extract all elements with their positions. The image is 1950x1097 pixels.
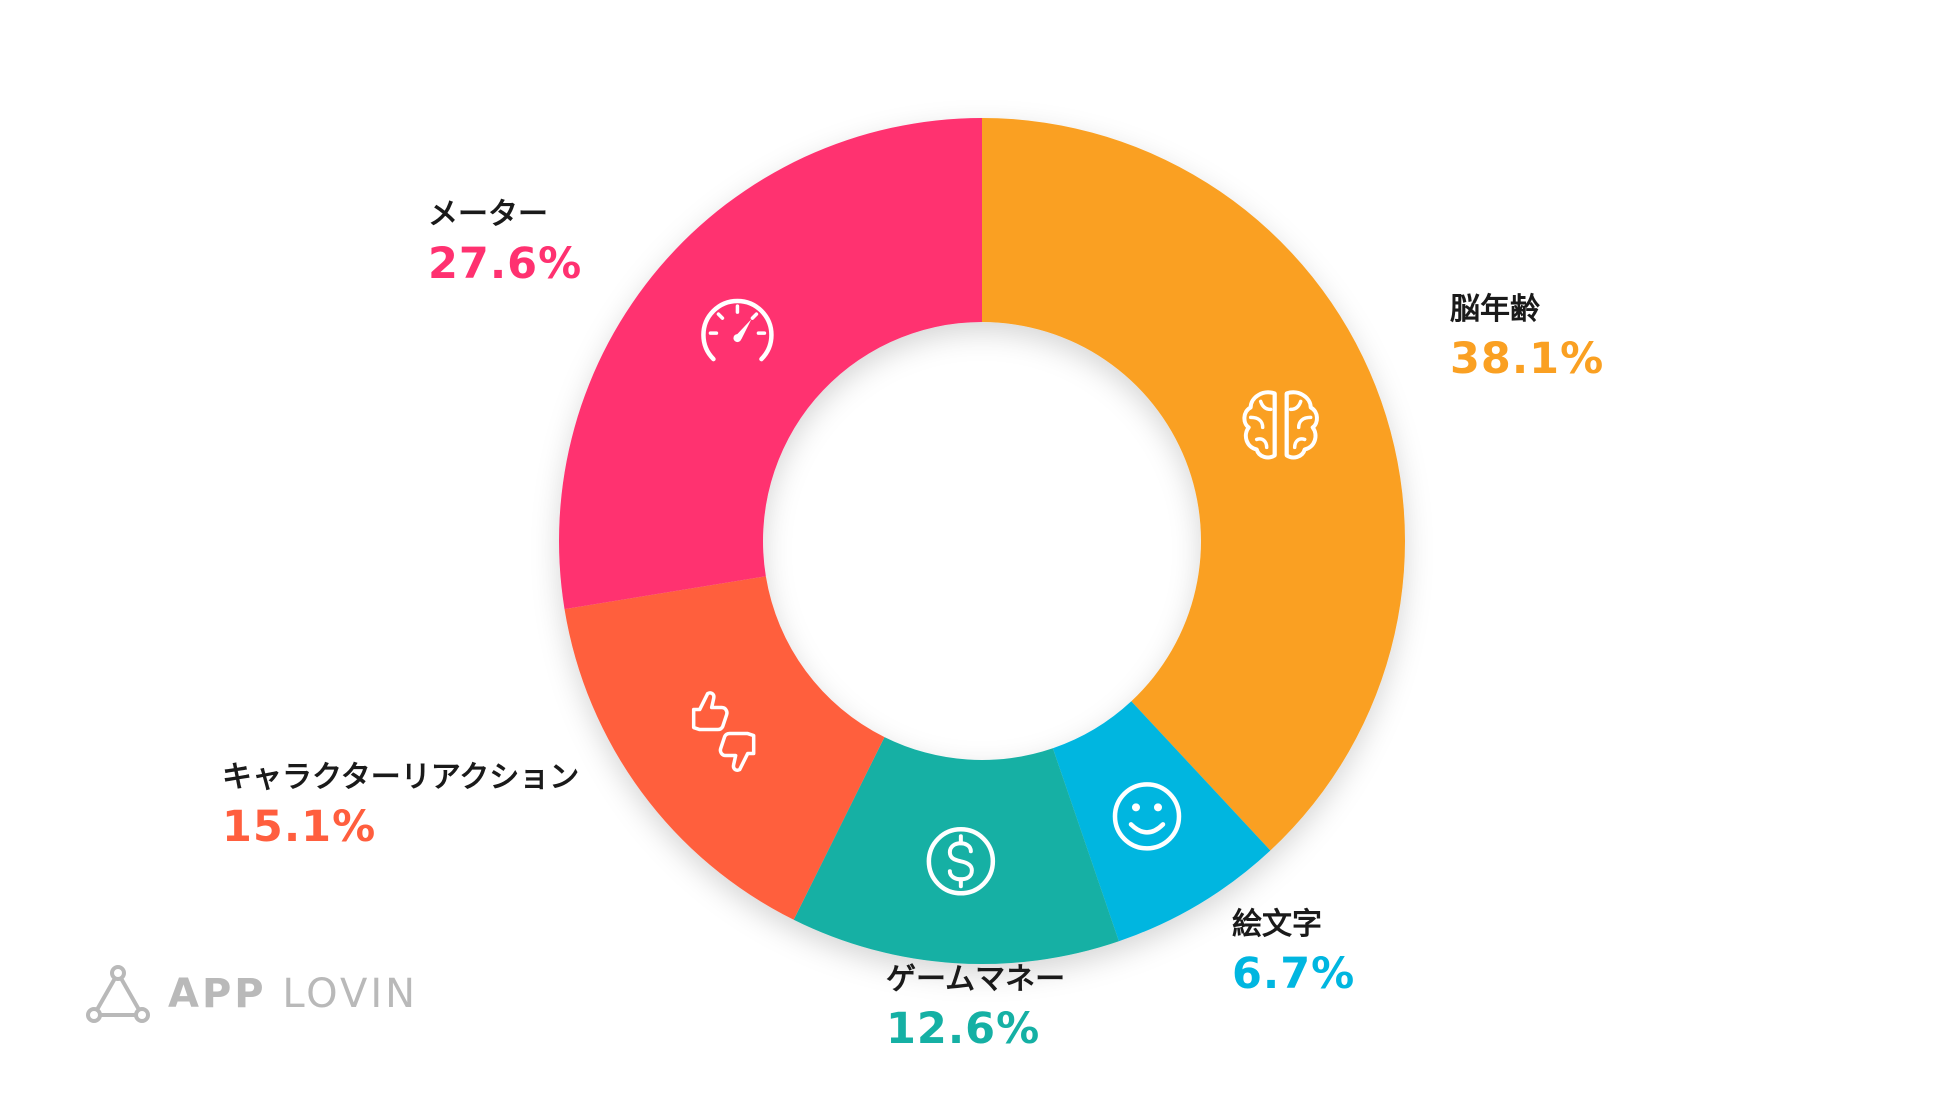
slice-game-money	[793, 737, 1119, 964]
brain-icon	[1242, 390, 1319, 460]
logo-text-app: APP	[168, 971, 267, 1017]
label-game-money: ゲームマネー 12.6%	[886, 960, 1065, 1058]
label-meter-name: メーター	[428, 197, 548, 232]
slice-character-reaction	[564, 576, 885, 920]
label-character-reaction-name: キャラクターリアクション	[222, 760, 580, 795]
thumbs-up-down-icon	[691, 691, 756, 772]
smiley-face-icon	[1112, 782, 1182, 851]
label-meter-value: 27.6%	[428, 239, 583, 289]
donut-slices	[559, 118, 1405, 964]
logo-text-lovin: LOVIN	[282, 971, 419, 1017]
applovin-triangle-icon	[86, 965, 150, 1023]
label-emoji-value: 6.7%	[1232, 949, 1356, 999]
label-brain-age-name: 脳年齢	[1450, 292, 1540, 327]
applovin-wordmark: APP LOVIN	[168, 971, 418, 1017]
label-brain-age-value: 38.1%	[1450, 334, 1605, 384]
label-emoji: 絵文字 6.7%	[1232, 905, 1355, 1003]
label-game-money-name: ゲームマネー	[886, 962, 1066, 997]
label-character-reaction: キャラクターリアクション 15.1%	[222, 758, 579, 856]
slice-icons	[691, 298, 1319, 896]
speedometer-icon	[701, 298, 774, 362]
label-brain-age: 脳年齢 38.1%	[1450, 290, 1604, 388]
label-meter: メーター 27.6%	[428, 195, 582, 293]
slice-emoji	[1052, 701, 1271, 942]
label-character-reaction-value: 15.1%	[222, 802, 377, 852]
applovin-logo: APP LOVIN	[86, 964, 418, 1024]
slice-brain-age	[982, 118, 1405, 851]
slice-meter	[559, 118, 982, 610]
dollar-coin-icon	[926, 827, 996, 896]
label-game-money-value: 12.6%	[886, 1004, 1041, 1054]
label-emoji-name: 絵文字	[1232, 907, 1322, 942]
